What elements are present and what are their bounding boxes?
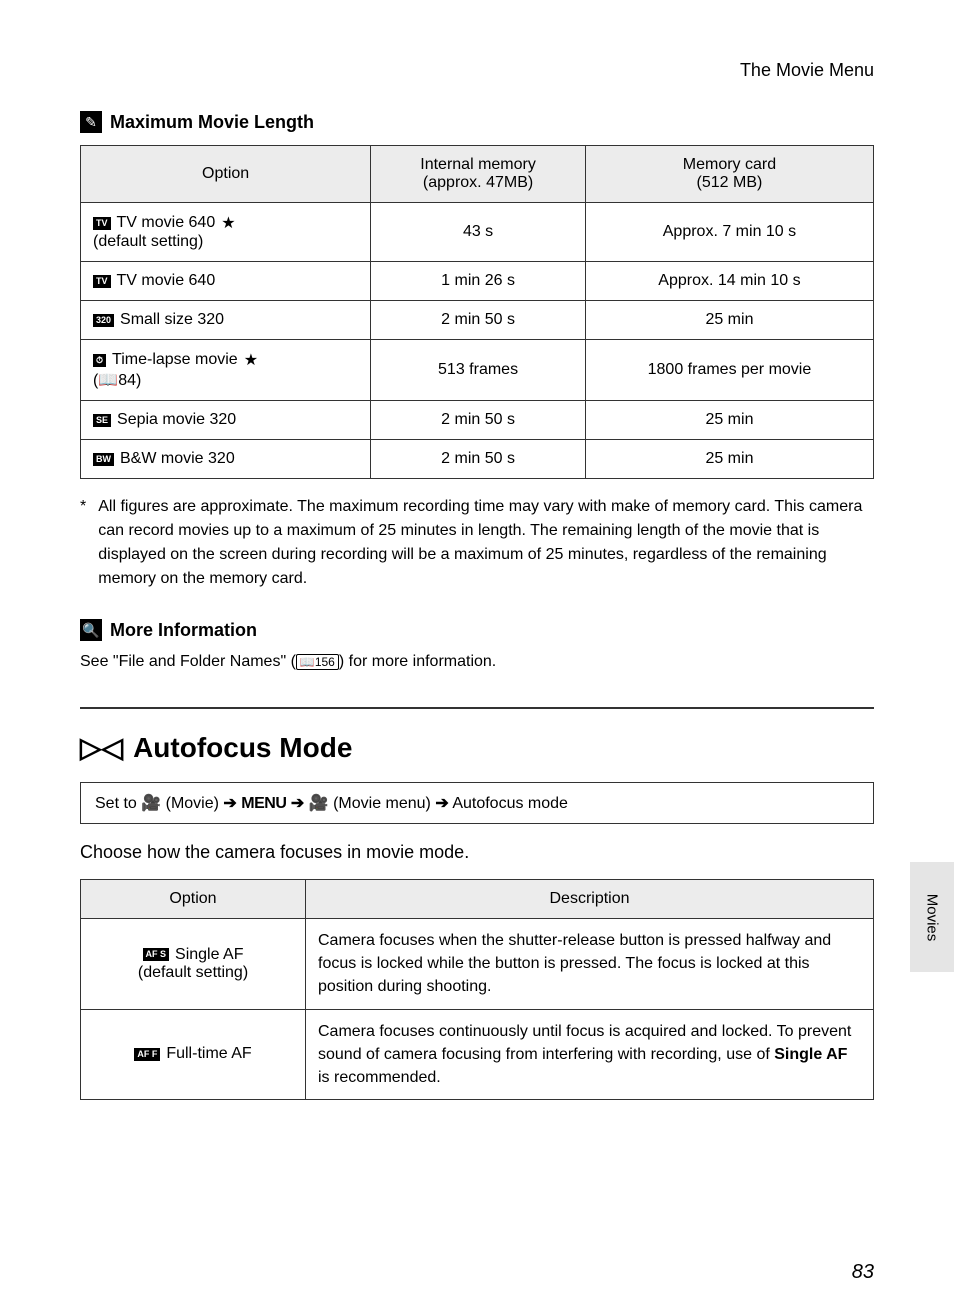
table-row: TV TV movie 640 ★(default setting) 43 sApp… (81, 203, 874, 262)
footnote: * All figures are approximate. The maxim… (80, 495, 874, 591)
internal-value: 1 min 26 s (371, 262, 586, 301)
af-description: Camera focuses continuously until focus … (306, 1009, 874, 1100)
internal-value: 2 min 50 s (371, 440, 586, 479)
star-icon: ★ (244, 350, 258, 370)
col-option: Option (81, 146, 371, 203)
af-col-option: Option (81, 880, 306, 919)
arrow-icon: ➔ (435, 795, 448, 812)
choose-text: Choose how the camera focuses in movie m… (80, 842, 874, 863)
movie-length-table: Option Internal memory (approx. 47MB) Me… (80, 145, 874, 479)
option-label: TV movie 640 (117, 272, 216, 290)
af-option-label: Single AF (175, 946, 243, 964)
card-value: Approx. 14 min 10 s (585, 262, 873, 301)
mode-icon: SE (93, 414, 111, 427)
col-internal: Internal memory (approx. 47MB) (371, 146, 586, 203)
autofocus-title: Autofocus Mode (133, 732, 352, 764)
movie-icon: 🎥 (141, 795, 161, 812)
mode-icon: TV (93, 217, 111, 230)
af-option-label: Full-time AF (166, 1045, 251, 1063)
nav-path: Set to 🎥 (Movie) ➔ MENU ➔ 🎥 (Movie menu)… (80, 782, 874, 824)
mode-icon: BW (93, 453, 114, 466)
option-label: Sepia movie 320 (117, 411, 236, 429)
card-value: 25 min (585, 401, 873, 440)
menu-label: MENU (241, 795, 286, 812)
card-value: 1800 frames per movie (585, 340, 873, 401)
card-value: 25 min (585, 440, 873, 479)
table-row: ⏱ Time-lapse movie ★(📖84) 513 frames1800 f… (81, 340, 874, 401)
internal-value: 2 min 50 s (371, 401, 586, 440)
arrow-icon: ➔ (291, 795, 304, 812)
internal-value: 2 min 50 s (371, 301, 586, 340)
option-label: B&W movie 320 (120, 450, 235, 468)
side-tab: Movies (910, 862, 954, 972)
info-icon: 🔍 (80, 619, 102, 641)
option-sub: (📖84) (93, 370, 358, 390)
page-ref-icon: 📖156 (296, 654, 339, 670)
af-description: Camera focuses when the shutter-release … (306, 919, 874, 1010)
af-mode-icon: AF S (143, 948, 170, 961)
af-col-desc: Description (306, 880, 874, 919)
header-title: The Movie Menu (80, 60, 874, 81)
option-label: Small size 320 (120, 311, 224, 329)
mode-icon: 320 (93, 314, 114, 327)
table-row: BW B&W movie 320 2 min 50 s25 min (81, 440, 874, 479)
table-row: AF F Full-time AF Camera focuses continuo… (81, 1009, 874, 1100)
mode-icon: TV (93, 275, 111, 288)
autofocus-table: Option Description AF S Single AF(defaul… (80, 879, 874, 1100)
card-value: 25 min (585, 301, 873, 340)
card-value: Approx. 7 min 10 s (585, 203, 873, 262)
max-movie-length-header: ✎ Maximum Movie Length (80, 111, 874, 133)
mode-icon: ⏱ (93, 354, 106, 367)
side-tab-label: Movies (924, 893, 941, 941)
option-label: Time-lapse movie (112, 351, 238, 369)
arrow-icon: ➔ (223, 795, 236, 812)
autofocus-icon: ▷◁ (80, 731, 123, 764)
edit-icon: ✎ (80, 111, 102, 133)
movie-icon: 🎥 (309, 795, 329, 812)
col-card: Memory card (512 MB) (585, 146, 873, 203)
more-info-header: 🔍 More Information (80, 619, 874, 641)
af-option-sub: (default setting) (93, 964, 293, 982)
internal-value: 513 frames (371, 340, 586, 401)
internal-value: 43 s (371, 203, 586, 262)
more-info-text: See "File and Folder Names" (📖156) for m… (80, 653, 874, 671)
table-row: AF S Single AF(default setting) Camera fo… (81, 919, 874, 1010)
section-divider (80, 707, 874, 709)
table-row: SE Sepia movie 320 2 min 50 s25 min (81, 401, 874, 440)
option-label: TV movie 640 (117, 214, 216, 232)
table-row: TV TV movie 640 1 min 26 sApprox. 14 min … (81, 262, 874, 301)
section2-title: More Information (110, 620, 257, 641)
autofocus-heading: ▷◁ Autofocus Mode (80, 731, 874, 764)
star-icon: ★ (221, 213, 235, 233)
af-mode-icon: AF F (134, 1048, 160, 1061)
table-row: 320 Small size 320 2 min 50 s25 min (81, 301, 874, 340)
option-sub: (default setting) (93, 233, 358, 251)
page-number: 83 (852, 1261, 874, 1284)
section1-title: Maximum Movie Length (110, 112, 314, 133)
